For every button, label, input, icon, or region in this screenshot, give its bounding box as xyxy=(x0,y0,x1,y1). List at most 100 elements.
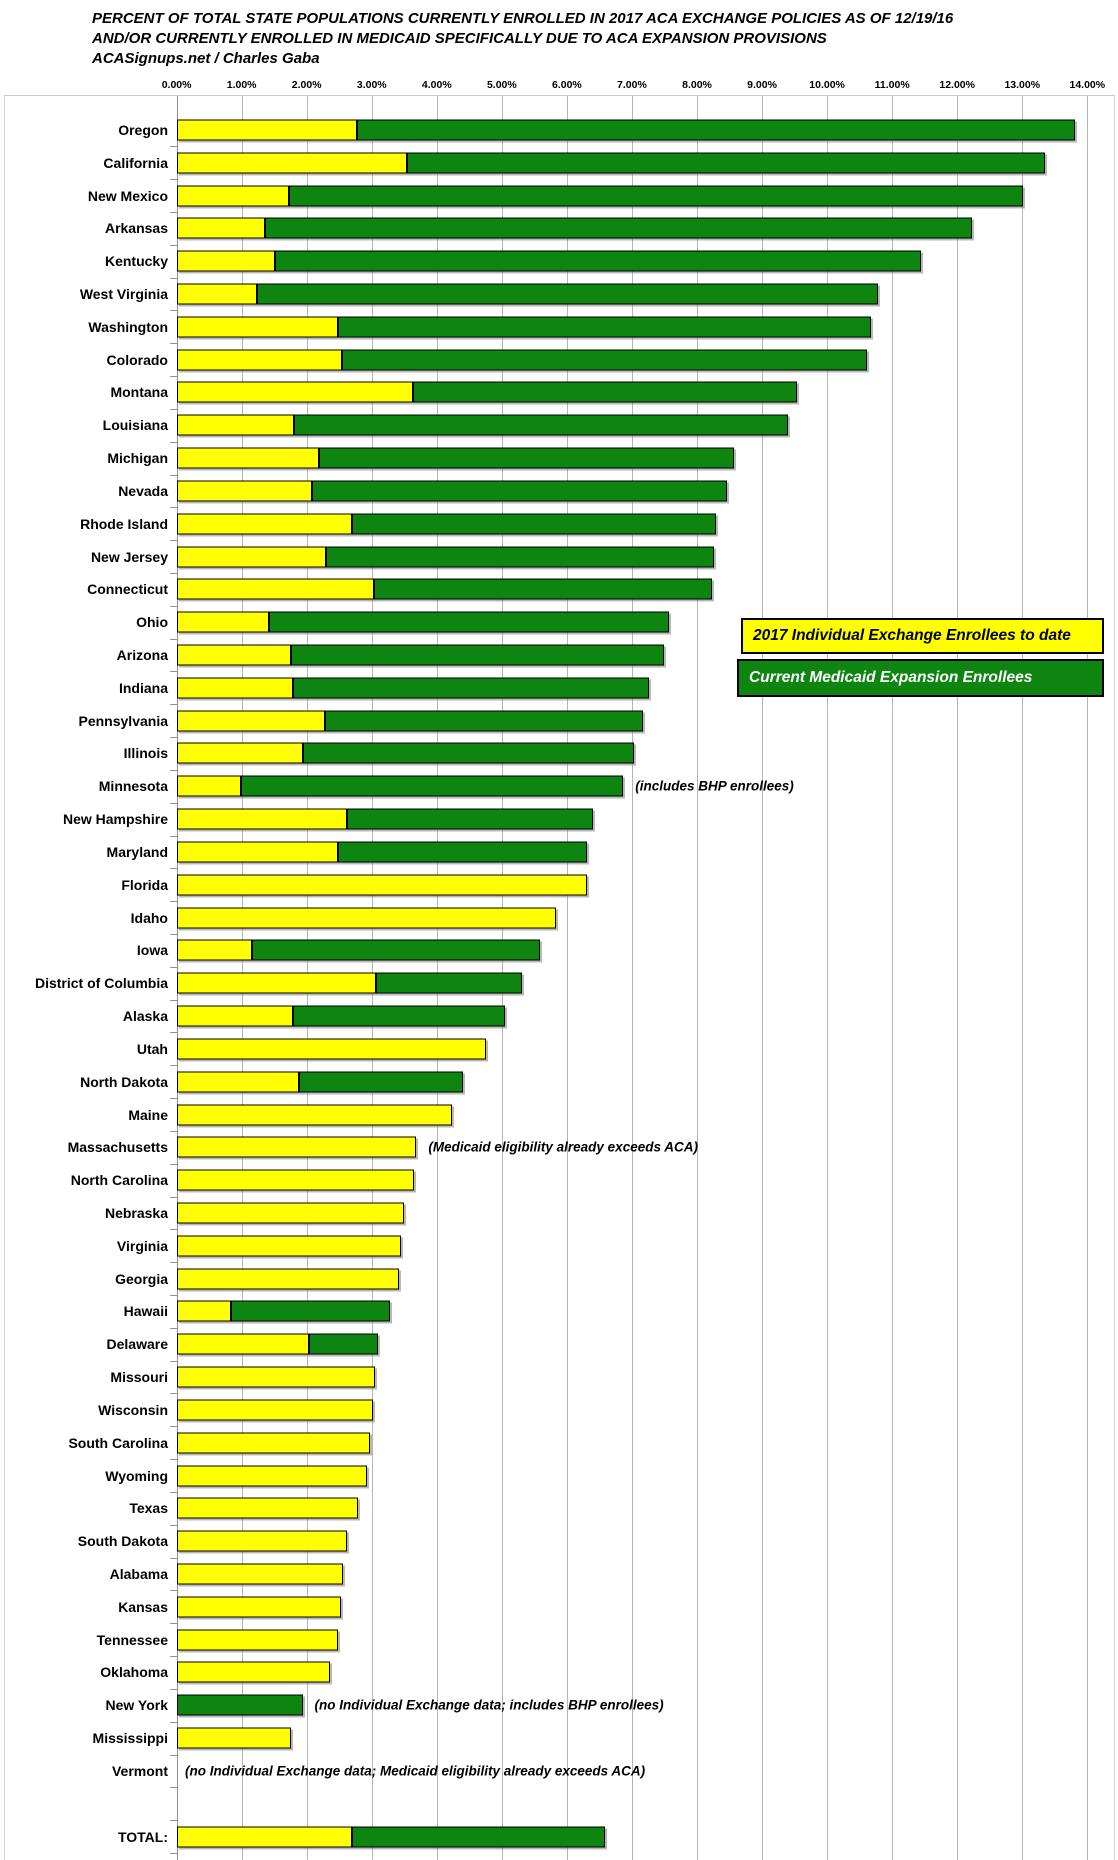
exchange-bar-segment xyxy=(177,1530,348,1552)
category-tick xyxy=(170,1426,177,1428)
category-tick xyxy=(170,310,177,312)
state-label: Tennessee xyxy=(96,1631,168,1648)
exchange-bar-segment xyxy=(177,874,588,896)
state-label: California xyxy=(103,154,168,171)
x-axis-tick-label: 2.00% xyxy=(291,79,322,91)
exchange-bar-segment xyxy=(177,1235,401,1257)
plot-border-left xyxy=(4,95,5,1860)
bar-group xyxy=(177,217,972,239)
exchange-bar-segment xyxy=(177,1826,352,1848)
category-tick xyxy=(170,1754,177,1756)
chart-title-line1: PERCENT OF TOTAL STATE POPULATIONS CURRE… xyxy=(92,10,954,27)
plot-border-right xyxy=(1114,95,1115,1860)
state-label: Indiana xyxy=(118,679,168,696)
state-row: North Carolina xyxy=(0,1164,1118,1197)
state-label: South Carolina xyxy=(68,1434,168,1451)
gridline xyxy=(892,96,894,1860)
state-row: Alaska xyxy=(0,1000,1118,1033)
state-row: Indiana xyxy=(0,671,1118,704)
category-tick xyxy=(170,1623,177,1625)
bar-group xyxy=(177,1300,391,1322)
bar-group xyxy=(177,1104,453,1125)
category-tick xyxy=(170,1721,177,1723)
x-axis-tick-label: 13.00% xyxy=(1004,79,1041,91)
gridline xyxy=(957,96,959,1860)
medicaid-bar-segment xyxy=(288,185,1023,207)
state-label: TOTAL: xyxy=(117,1828,168,1845)
state-row: Nevada xyxy=(0,475,1118,508)
category-tick xyxy=(170,999,177,1001)
medicaid-bar-segment xyxy=(230,1300,391,1322)
exchange-bar-segment xyxy=(177,710,325,732)
state-label: Ohio xyxy=(136,614,168,631)
state-label: Washington xyxy=(88,318,168,335)
category-tick xyxy=(170,441,177,443)
bar-group xyxy=(177,447,735,469)
medicaid-bar-segment xyxy=(413,381,797,403)
medicaid-bar-segment xyxy=(251,939,540,961)
state-label: Arkansas xyxy=(104,220,168,237)
exchange-bar-segment xyxy=(177,677,294,699)
state-label: Rhode Island xyxy=(80,515,168,532)
chart-title-line2: AND/OR CURRENTLY ENROLLED IN MEDICAID SP… xyxy=(92,29,827,47)
exchange-bar-segment xyxy=(177,972,377,994)
category-tick xyxy=(170,737,177,739)
state-label: Alaska xyxy=(122,1008,168,1025)
x-axis-tick-label: 1.00% xyxy=(226,79,257,91)
state-row: Utah xyxy=(0,1032,1118,1065)
state-row: New Mexico xyxy=(0,179,1118,212)
exchange-bar-segment xyxy=(177,1629,338,1651)
medicaid-bar-segment xyxy=(293,677,650,699)
bar-group xyxy=(177,316,872,338)
category-tick xyxy=(170,1787,177,1789)
bar-group xyxy=(177,1629,338,1651)
category-tick xyxy=(170,1229,177,1231)
medicaid-bar-segment xyxy=(337,841,588,863)
bar-group xyxy=(177,414,789,436)
exchange-bar-segment xyxy=(177,1202,405,1224)
exchange-bar-segment xyxy=(177,185,289,207)
exchange-bar-segment xyxy=(177,513,352,535)
bar-group xyxy=(177,480,728,502)
gridline xyxy=(1022,96,1024,1860)
medicaid-bar-segment xyxy=(274,250,921,272)
medicaid-bar-segment xyxy=(341,349,867,371)
category-tick xyxy=(170,244,177,246)
medicaid-bar-segment xyxy=(324,710,644,732)
state-row: Tennessee xyxy=(0,1623,1118,1656)
bar-group xyxy=(177,1268,399,1290)
exchange-bar-segment xyxy=(177,808,348,830)
medicaid-bar-segment xyxy=(292,1005,506,1027)
category-tick xyxy=(170,638,177,640)
state-label: Oregon xyxy=(118,121,168,138)
bar-group: (Medicaid eligibility already exceeds AC… xyxy=(177,1136,698,1158)
state-row: Oregon xyxy=(0,114,1118,147)
exchange-bar-segment xyxy=(177,414,295,436)
state-row: District of Columbia xyxy=(0,967,1118,1000)
bar-group xyxy=(177,1465,367,1487)
exchange-bar-segment xyxy=(177,250,275,272)
gridline xyxy=(762,96,764,1860)
state-row: Mississippi xyxy=(0,1722,1118,1755)
category-tick xyxy=(170,1820,177,1822)
exchange-bar-segment xyxy=(177,1268,399,1290)
category-tick xyxy=(170,769,177,771)
gridline xyxy=(566,96,568,1860)
bar-group xyxy=(177,185,1023,207)
exchange-bar-segment xyxy=(177,283,257,305)
x-axis-tick-label: 7.00% xyxy=(617,79,647,91)
medicaid-bar-segment xyxy=(338,316,872,338)
state-label: Arizona xyxy=(116,647,168,664)
exchange-bar-segment xyxy=(177,381,414,403)
state-label: Kansas xyxy=(118,1598,168,1615)
plot-border-top xyxy=(4,95,1114,96)
category-tick xyxy=(170,1130,177,1132)
chart-title-attribution: ACASignups.net / Charles Gaba xyxy=(92,49,320,67)
category-tick xyxy=(170,408,177,410)
bar-group xyxy=(177,1826,606,1848)
state-label: Nevada xyxy=(118,482,168,499)
medicaid-bar-segment xyxy=(265,217,972,239)
exchange-bar-segment xyxy=(177,841,338,863)
exchange-bar-segment xyxy=(177,1563,343,1585)
state-label: Minnesota xyxy=(98,778,168,795)
